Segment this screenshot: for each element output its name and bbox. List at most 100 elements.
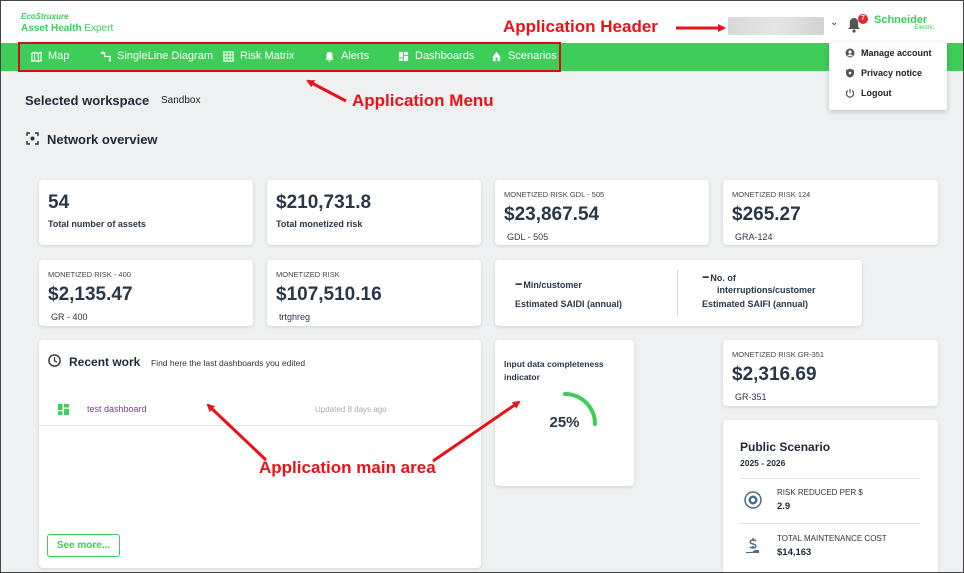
application-header: EcoStruxure Asset Health Expert ⌄ 7 Schn… — [1, 1, 963, 43]
single-line-icon — [100, 51, 111, 61]
recent-work-panel: Recent work Find here the last dashboard… — [39, 340, 481, 568]
kpi-card-total-assets: 54 Total number of assets — [39, 180, 253, 245]
divider — [740, 478, 920, 479]
recent-work-hint: Find here the last dashboards you edited — [151, 358, 306, 368]
kpi-card-risk-generic: MONETIZED RISK $107,510.16 trtghreg — [267, 260, 481, 326]
focus-icon — [26, 132, 39, 145]
public-scenario-card[interactable]: Public Scenario 2025 - 2026 RISK REDUCED… — [723, 420, 938, 572]
kpi-value: $107,510.16 — [276, 284, 382, 305]
recent-work-item[interactable]: test dashboard Updated 8 days ago — [39, 396, 481, 426]
dashboard-icon — [398, 51, 409, 61]
app-name-bold: Asset Health — [21, 23, 82, 34]
kpi-card-risk-400: MONETIZED RISK - 400 $2,135.47 GR - 400 — [39, 260, 253, 326]
nav-item-scenarios[interactable]: Scenarios — [491, 50, 557, 62]
kpi-caption: MONETIZED RISK — [276, 270, 340, 279]
notification-count-badge: 7 — [858, 14, 868, 24]
coin-icon — [744, 491, 762, 509]
user-icon — [845, 48, 855, 58]
recent-work-item-name[interactable]: test dashboard — [87, 404, 147, 414]
scenario-metric-value: 2.9 — [777, 501, 791, 512]
annotation-application-menu: Application Menu — [352, 91, 494, 110]
kpi-value: $2,316.69 — [732, 364, 817, 385]
completeness-title-line2: indicator — [504, 372, 540, 382]
kpi-caption: MONETIZED RISK GDL - 505 — [504, 190, 605, 199]
chevron-down-icon[interactable]: ⌄ — [830, 17, 839, 28]
selected-workspace-label: Selected workspace — [25, 93, 150, 108]
selected-workspace-value[interactable]: Sandbox — [161, 95, 201, 106]
user-menu-dropdown: Manage account Privacy notice Logout — [829, 42, 947, 110]
money-hand-icon — [746, 538, 759, 553]
kpi-value: $23,867.54 — [504, 204, 600, 225]
menu-item-logout[interactable]: Logout — [845, 88, 892, 98]
scenario-metric-label: TOTAL MAINTENANCE COST — [777, 534, 887, 543]
brand-logo-top: EcoStruxure — [21, 12, 69, 21]
saidi-value: -- Min/customer — [515, 275, 582, 291]
kpi-value: $2,135.47 — [48, 284, 133, 305]
menu-item-label: Logout — [861, 88, 892, 98]
data-completeness-card: Input data completeness indicator 25% — [495, 340, 634, 486]
user-name-redacted[interactable] — [728, 17, 824, 35]
bell-icon — [325, 51, 334, 62]
completeness-gauge-arc — [563, 392, 597, 426]
kpi-sub: trtghreg — [279, 312, 311, 322]
application-menu-highlight-box — [18, 42, 561, 72]
saifi-unit-line2: interruptions/customer — [717, 285, 816, 295]
grid-icon — [223, 50, 234, 62]
kpi-card-risk-gr-351: MONETIZED RISK GR-351 $2,316.69 GR-351 — [723, 340, 938, 406]
kpi-card-total-risk: $210,731.8 Total monetized risk — [267, 180, 481, 245]
nav-item-label: Risk Matrix — [240, 50, 295, 62]
schneider-logo-name: Schneider — [874, 14, 928, 26]
saidi-dash: -- — [515, 275, 522, 291]
kpi-value: 54 — [48, 192, 70, 213]
annotation-application-main-area: Application main area — [259, 458, 436, 477]
kpi-label: Total monetized risk — [276, 219, 363, 229]
nav-item-label: Dashboards — [415, 50, 475, 62]
kpi-sub: GR-351 — [735, 392, 767, 402]
kpi-divider — [677, 270, 678, 316]
schneider-logo-sub: Electric — [914, 25, 934, 31]
kpi-card-saidi-saifi: -- Min/customer Estimated SAIDI (annual) … — [495, 260, 862, 326]
menu-item-privacy-notice[interactable]: Privacy notice — [845, 68, 922, 78]
nav-item-label: Map — [48, 50, 70, 62]
saidi-unit: Min/customer — [523, 280, 582, 290]
scenario-metric-label: RISK REDUCED PER $ — [777, 488, 863, 497]
saifi-value: -- No. of interruptions/customer — [702, 268, 816, 296]
arrow-to-menu — [306, 79, 347, 103]
completeness-value: 25% — [549, 414, 580, 431]
completeness-title: Input data completeness indicator — [504, 358, 604, 384]
scenario-range: 2025 - 2026 — [740, 458, 786, 468]
kpi-sub: GRA-124 — [735, 232, 773, 242]
nav-item-alerts[interactable]: Alerts — [324, 50, 369, 62]
notification-bell-icon[interactable] — [847, 17, 861, 33]
kpi-card-risk-124: MONETIZED RISK 124 $265.27 GRA-124 — [723, 180, 938, 245]
nav-item-dashboards[interactable]: Dashboards — [398, 50, 474, 62]
see-more-button[interactable]: See more... — [47, 534, 120, 557]
kpi-label: Total number of assets — [48, 219, 146, 229]
menu-item-label: Privacy notice — [861, 68, 923, 78]
kpi-value: $210,731.8 — [276, 192, 372, 213]
shield-icon — [846, 68, 854, 78]
nav-item-map[interactable]: Map — [31, 50, 69, 62]
nav-item-label: Alerts — [341, 50, 370, 62]
menu-item-manage-account[interactable]: Manage account — [845, 48, 932, 58]
saifi-dash: -- — [702, 268, 709, 284]
app-name-rest: Expert — [81, 23, 114, 34]
menu-item-label: Manage account — [861, 48, 932, 58]
nav-item-label: SingleLine Diagram — [117, 50, 213, 62]
schneider-logo: Schneider Electric — [874, 14, 934, 32]
scenario-metric-value: $14,163 — [777, 547, 812, 558]
nav-item-risk-matrix[interactable]: Risk Matrix — [223, 50, 294, 62]
clock-icon — [48, 354, 61, 367]
saifi-unit-line1: -- No. of — [702, 268, 816, 284]
application-menu: Map SingleLine Diagram Risk Matrix Alert… — [1, 43, 963, 71]
power-icon — [845, 88, 855, 98]
network-overview-title: Network overview — [47, 132, 158, 147]
kpi-card-risk-gdl-505: MONETIZED RISK GDL - 505 $23,867.54 GDL … — [495, 180, 709, 245]
saidi-label: Estimated SAIDI (annual) — [515, 299, 623, 309]
completeness-gauge — [563, 392, 597, 426]
nav-item-single-line-diagram[interactable]: SingleLine Diagram — [100, 50, 213, 62]
app-name: Asset Health Expert — [21, 23, 113, 34]
divider — [740, 523, 920, 524]
scenario-title: Public Scenario — [740, 440, 831, 454]
